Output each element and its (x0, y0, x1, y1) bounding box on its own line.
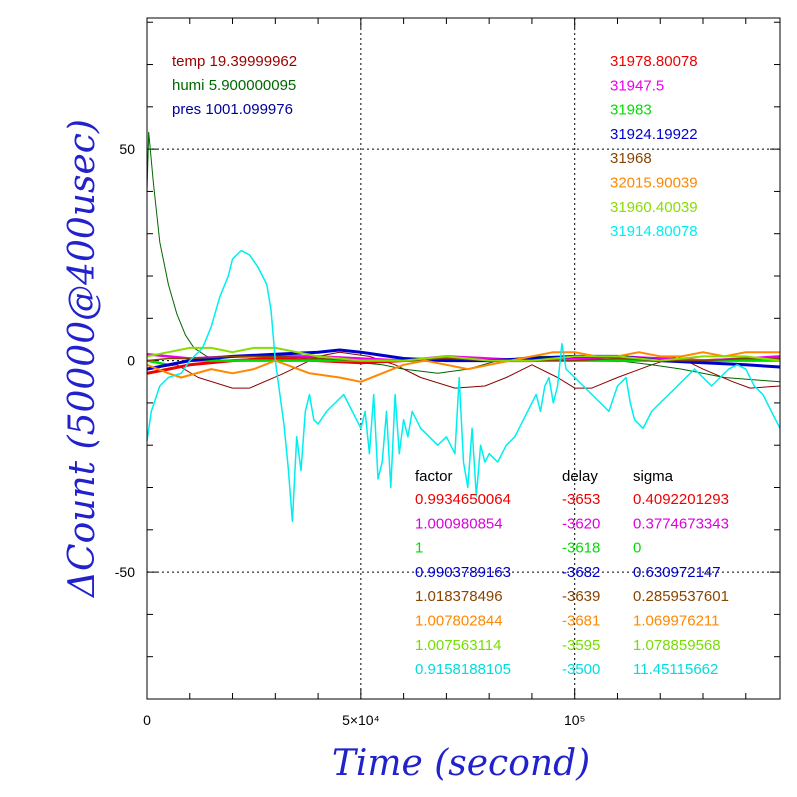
counts-legend: 31978.80078 31947.5 31983 31924.19922 31968 3… (610, 53, 698, 240)
fit-table-cell: 1.007802844 (415, 613, 503, 630)
fit-table-cell: 1 (415, 540, 423, 557)
fit-table-cell: -3500 (562, 661, 600, 678)
tick-labels: 0 5×10⁴ 10⁵ 50 0 -50 (115, 141, 586, 728)
env-pres: pres 1001.099976 (172, 101, 293, 118)
series-line (146, 355, 780, 362)
fit-table-cell: 0.4092201293 (633, 491, 729, 508)
env-temp: temp 19.39999962 (172, 53, 297, 70)
ticks (147, 18, 780, 699)
series-line (146, 249, 781, 523)
y-tick-label: 50 (119, 141, 135, 157)
y-tick-label: 0 (127, 353, 135, 369)
y-axis-title: ΔCount (50000@400usec) (62, 119, 103, 599)
count-label: 31960.40039 (610, 199, 698, 216)
fit-table-header: sigma (633, 468, 674, 485)
fit-table-header: factor (415, 468, 453, 485)
env-legend: temp 19.39999962 humi 5.900000095 pres 1… (172, 53, 297, 118)
count-label: 31968 (610, 150, 652, 167)
series-line (146, 346, 781, 362)
fit-table-cell: 0.9903789163 (415, 564, 511, 581)
x-axis-title: Time (second) (332, 743, 590, 784)
fit-table-cell: 0.2859537601 (633, 588, 729, 605)
series-layer (146, 131, 781, 523)
count-label: 31983 (610, 102, 652, 119)
fit-table-cell: 1.018378496 (415, 588, 503, 605)
plot-frame (146, 17, 781, 700)
fit-table-cell: -3595 (562, 637, 600, 654)
series-line (146, 351, 780, 383)
fit-table-cell: -3681 (562, 613, 600, 630)
fit-table-cell: 1.078859568 (633, 637, 721, 654)
fit-table-cell: -3682 (562, 564, 600, 581)
fit-table-cell: -3653 (562, 491, 600, 508)
count-label: 32015.90039 (610, 175, 698, 192)
env-humi: humi 5.900000095 (172, 77, 296, 94)
fit-table-cell: 0.9934650064 (415, 491, 511, 508)
count-label: 31978.80078 (610, 53, 698, 70)
count-label: 31947.5 (610, 77, 664, 94)
fit-table-cell: 11.45115662 (633, 661, 718, 678)
fit-table-cell: 1.000980854 (415, 515, 503, 532)
count-label: 31914.80078 (610, 223, 698, 240)
y-tick-label: -50 (115, 564, 135, 580)
fit-table-header: delay (562, 468, 598, 485)
x-tick-label: 5×10⁴ (342, 712, 380, 728)
fit-table-cell: 0 (633, 540, 641, 557)
x-tick-label: 0 (143, 712, 151, 728)
count-label: 31924.19922 (610, 126, 698, 143)
fit-table-cell: 0.9158188105 (415, 661, 511, 678)
fit-table-cell: 0.3774673343 (633, 515, 729, 532)
fit-table-cell: -3618 (562, 540, 600, 557)
fit-table-cell: 0.630972147 (633, 564, 721, 581)
fit-table-cell: 1.069976211 (633, 613, 719, 630)
fit-table-cell: -3620 (562, 515, 600, 532)
fit-table: factor delay sigma 0.9934650064 -3653 0.40922… (415, 468, 729, 678)
fit-table-cell: 1.007563114 (415, 637, 501, 654)
x-tick-label: 10⁵ (564, 712, 585, 728)
fit-table-cell: -3639 (562, 588, 600, 605)
